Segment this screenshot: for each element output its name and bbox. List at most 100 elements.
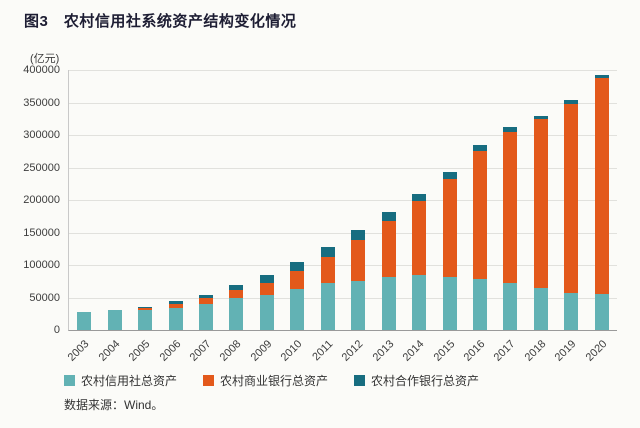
bar-segment (564, 292, 579, 330)
gridline (69, 232, 617, 234)
bar-segment (77, 312, 92, 330)
bar-segment (473, 151, 487, 280)
bar-segment (594, 294, 609, 330)
bar-segment (442, 178, 457, 277)
bar-segment (107, 309, 122, 330)
source-note: 数据来源：Wind。 (64, 398, 164, 412)
legend-swatch-darkteal-icon (354, 375, 366, 386)
bar-segment (199, 298, 213, 304)
bar-segment (381, 211, 396, 222)
bar-2016 (473, 145, 487, 330)
gridline (69, 200, 617, 201)
bar-segment (199, 294, 213, 299)
x-tick-label: 2020 (583, 338, 610, 364)
bar-segment (290, 261, 305, 271)
bar-2008 (229, 285, 244, 330)
bar-segment (381, 276, 396, 330)
legend-swatch-teal-icon (64, 375, 75, 386)
bar-segment (259, 282, 274, 295)
bar-segment (138, 309, 153, 330)
legend-item-rural-commercial-bank: 农村商业银行总资产 (203, 372, 328, 389)
bar-2014 (412, 193, 427, 330)
bar-segment (442, 172, 457, 179)
legend-swatch-orange-icon (203, 375, 215, 386)
bar-segment (320, 257, 335, 284)
legend-label: 农村商业银行总资产 (220, 374, 329, 388)
bar-segment (533, 115, 548, 120)
legend-label: 农村合作银行总资产 (371, 374, 480, 388)
bar-segment (351, 240, 366, 281)
bar-segment (229, 290, 244, 299)
bar-segment (381, 221, 396, 277)
bar-segment (259, 274, 274, 283)
y-tick-label: 350000 (23, 96, 60, 109)
bar-segment (168, 304, 183, 308)
bar-segment (290, 270, 305, 290)
bar-segment (594, 77, 609, 295)
gridline (69, 135, 617, 136)
y-tick-label: 150000 (23, 226, 60, 239)
bar-segment (290, 289, 305, 330)
bar-2009 (259, 274, 274, 330)
bar-segment (533, 288, 548, 330)
bar-2003 (77, 312, 92, 330)
bar-segment (138, 307, 153, 310)
y-tick-label: 300000 (23, 129, 60, 141)
bar-segment (168, 301, 183, 305)
bar-segment (473, 145, 487, 152)
bar-2011 (320, 246, 335, 330)
bar-segment (168, 307, 183, 330)
bar-2007 (199, 294, 213, 330)
bar-segment (473, 279, 487, 330)
bar-segment (320, 283, 335, 330)
y-tick-label: 400000 (23, 64, 60, 76)
y-axis-unit: (亿元) (30, 53, 60, 65)
bar-2018 (533, 115, 548, 330)
bar-segment (320, 246, 335, 258)
chart-title: 图3 农村信用社系统资产结构变化情况 (24, 13, 297, 30)
x-tick-label: 2003 (65, 338, 92, 364)
bar-2010 (290, 261, 305, 330)
bar-segment (229, 285, 244, 291)
y-tick-label: 100000 (23, 259, 60, 271)
bar-2020 (594, 74, 609, 330)
bar-segment (412, 201, 427, 275)
bar-segment (564, 99, 579, 104)
gridline (69, 70, 617, 71)
bar-segment (533, 119, 548, 289)
y-tick-label: 50000 (29, 291, 60, 304)
bar-segment (503, 282, 518, 330)
bar-segment (351, 280, 366, 330)
bar-segment (138, 306, 153, 308)
bar-segment (594, 74, 609, 78)
bar-2019 (564, 99, 579, 330)
bar-2005 (138, 306, 153, 330)
bar-segment (564, 103, 579, 293)
bar-2006 (168, 301, 183, 330)
bar-segment (351, 229, 366, 241)
gridline (69, 102, 617, 104)
bar-2013 (381, 211, 396, 330)
plot-area (68, 70, 617, 331)
bar-2017 (503, 126, 518, 330)
bar-segment (503, 126, 518, 132)
gridline (69, 265, 617, 266)
y-tick-label: 200000 (23, 194, 60, 206)
y-tick-label: 250000 (23, 161, 60, 174)
bar-2004 (107, 309, 122, 330)
legend-item-rural-credit-coop: 农村信用社总资产 (64, 372, 177, 389)
legend-label: 农村信用社总资产 (81, 374, 178, 388)
bar-segment (229, 298, 244, 330)
bar-segment (442, 276, 457, 330)
legend: 农村信用社总资产 农村商业银行总资产 农村合作银行总资产 (64, 372, 479, 389)
bar-segment (259, 294, 274, 330)
legend-item-rural-cooperative-bank: 农村合作银行总资产 (354, 372, 479, 389)
bar-2012 (351, 229, 366, 330)
bar-segment (503, 131, 518, 283)
bar-segment (412, 193, 427, 202)
bar-segment (199, 304, 213, 330)
y-tick-label: 0 (53, 324, 60, 336)
gridline (69, 167, 617, 169)
